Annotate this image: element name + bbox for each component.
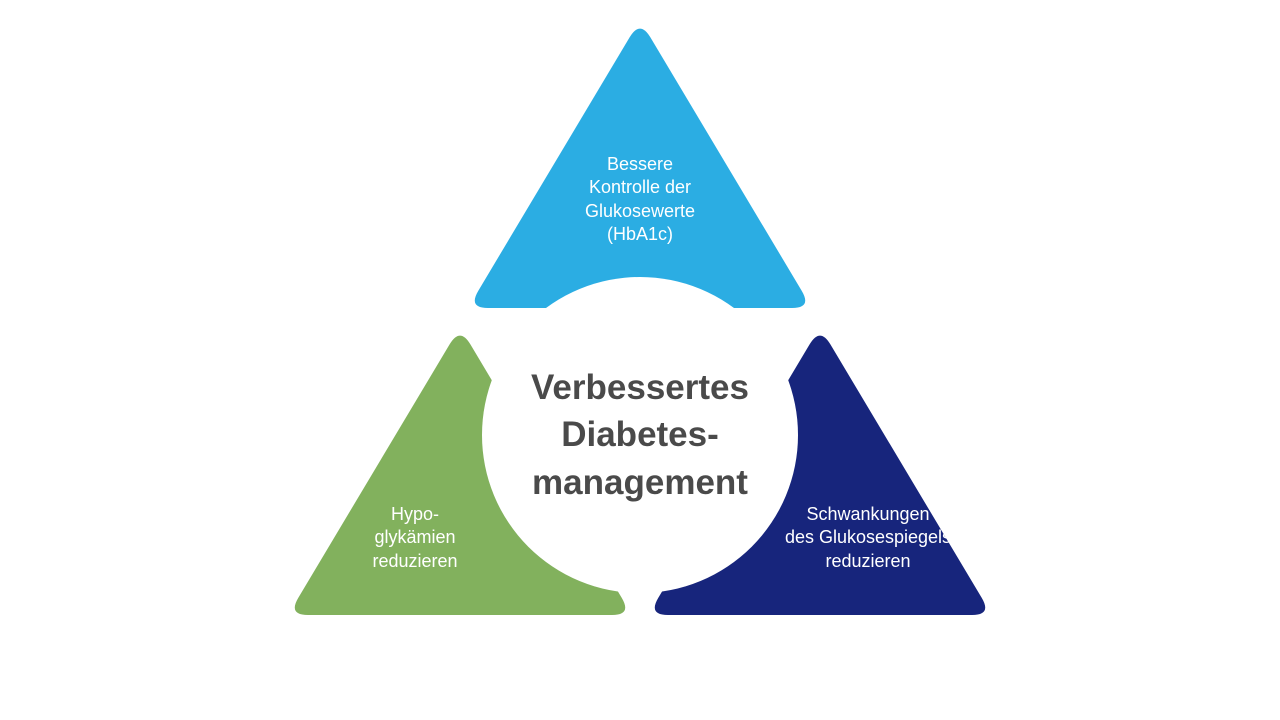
center-title: VerbessertesDiabetes-management [480,364,800,506]
triangle-label-bottom-left: Hypo-glykämienreduzieren [315,503,515,573]
diagram-stage: VerbessertesDiabetes-management BessereKo… [0,0,1280,720]
triangle-label-top: BessereKontrolle derGlukosewerte(HbA1c) [530,153,750,247]
triangle-label-bottom-right: Schwankungendes Glukosespiegelsreduziere… [748,503,988,573]
diagram-svg [0,0,1280,720]
